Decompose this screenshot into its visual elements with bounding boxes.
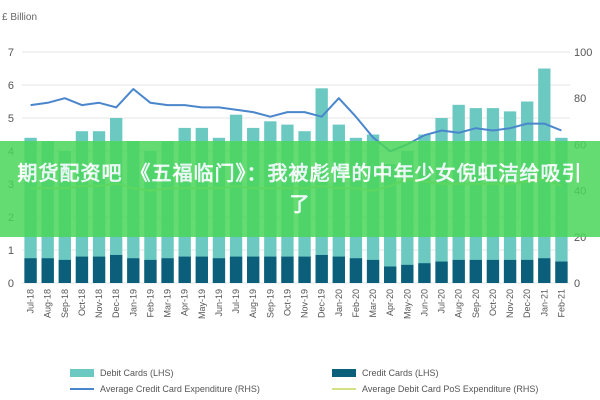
x-tick-label: Nov-18 [94, 289, 104, 318]
bar-credit-cards [521, 259, 534, 283]
legend-label-avg-credit-expenditure: Average Credit Card Expenditure (RHS) [100, 384, 260, 394]
x-tick-label: Sep-18 [60, 289, 70, 318]
legend-item-avg-debit-pos-expenditure: Average Debit Card PoS Expenditure (RHS) [332, 384, 538, 394]
x-tick-label: Feb-19 [145, 289, 155, 318]
x-tick-label: Jul-20 [437, 289, 447, 314]
bar-credit-cards [469, 259, 482, 283]
bar-credit-cards [452, 259, 465, 283]
bar-credit-cards [366, 259, 380, 283]
bar-credit-cards [195, 256, 208, 283]
x-tick-label: Aug-19 [248, 289, 258, 318]
x-tick-label: Mar-19 [163, 289, 173, 318]
x-tick-label: Jan-21 [539, 289, 549, 317]
bar-credit-cards [384, 266, 397, 283]
x-tick-label: Nov-20 [505, 289, 515, 318]
bar-credit-cards [503, 259, 517, 283]
line-avg-credit-expenditure [30, 88, 562, 153]
legend-item-debit-cards: Debit Cards (LHS) [70, 368, 174, 378]
x-tick-label: Jan-20 [334, 289, 344, 317]
bar-credit-cards [555, 261, 568, 283]
bar-credit-cards [161, 258, 174, 283]
overlay-banner-text: 期货配资吧 《五福临门》：我被彪悍的中年少女倪虹洁给吸引了 [17, 161, 583, 216]
bar-credit-cards [110, 254, 123, 283]
legend-swatch-avg-debit-pos-expenditure [332, 388, 356, 390]
bar-credit-cards [418, 263, 431, 283]
x-tick-label: Nov-19 [300, 289, 310, 318]
bar-credit-cards [538, 258, 551, 283]
legend-label-debit-cards: Debit Cards (LHS) [100, 368, 174, 378]
legend-swatch-debit-cards [70, 369, 94, 377]
x-tick-label: Sep-19 [265, 289, 275, 318]
x-tick-label: Jul-19 [231, 289, 241, 314]
bar-credit-cards [247, 256, 260, 283]
x-tick-label: Jan-19 [128, 289, 138, 317]
x-tick-label: Mar-20 [368, 289, 378, 318]
bar-credit-cards [144, 259, 157, 283]
y-right-tick-label: 100 [574, 47, 592, 59]
bar-credit-cards [24, 258, 37, 283]
legend-item-credit-cards: Credit Cards (LHS) [332, 368, 439, 378]
bar-credit-cards [58, 259, 71, 283]
x-tick-label: Sep-20 [471, 289, 481, 318]
x-tick-label: Dec-19 [317, 289, 327, 318]
x-tick-label: Aug-20 [454, 289, 464, 318]
x-tick-label: Dec-18 [111, 289, 121, 318]
y-left-tick-label: 5 [8, 113, 14, 125]
y-right-tick-label: 0 [574, 278, 580, 290]
x-tick-label: Jun-20 [419, 289, 429, 317]
bar-credit-cards [178, 256, 191, 283]
bar-credit-cards [281, 256, 294, 283]
x-tick-label: Aug-18 [43, 289, 53, 318]
bar-credit-cards [92, 256, 106, 283]
y-left-tick-label: 0 [8, 278, 14, 290]
bar-credit-cards [349, 258, 363, 283]
legend-label-credit-cards: Credit Cards (LHS) [362, 368, 439, 378]
legend: Debit Cards (LHS) Credit Cards (LHS) Ave… [0, 364, 600, 400]
bar-credit-cards [298, 256, 311, 283]
x-tick-label: Apr-20 [385, 289, 395, 316]
bar-credit-cards [264, 256, 277, 283]
overlay-banner: 期货配资吧 《五福临门》：我被彪悍的中年少女倪虹洁给吸引了 [0, 141, 600, 237]
y-left-tick-label: 6 [8, 80, 14, 92]
x-tick-label: Oct-18 [77, 289, 87, 316]
legend-label-avg-debit-pos-expenditure: Average Debit Card PoS Expenditure (RHS) [362, 384, 539, 394]
bar-credit-cards [229, 256, 243, 283]
x-tick-label: Feb-21 [556, 289, 566, 318]
x-tick-label: Jul-18 [26, 289, 36, 314]
bar-credit-cards [435, 261, 448, 283]
legend-swatch-avg-credit-expenditure [70, 388, 94, 390]
x-tick-label: Feb-20 [351, 289, 361, 318]
y-right-tick-label: 80 [574, 93, 586, 105]
x-tick-label: Apr-19 [180, 289, 190, 316]
x-tick-label: May-19 [197, 289, 207, 319]
left-axis-unit-label: £ Billion [2, 12, 37, 23]
legend-item-avg-credit-expenditure: Average Credit Card Expenditure (RHS) [70, 384, 260, 394]
bar-credit-cards [212, 258, 226, 283]
bar-credit-cards [315, 254, 328, 283]
bar-credit-cards [486, 259, 500, 283]
y-left-tick-label: 1 [8, 245, 14, 257]
y-left-tick-label: 7 [8, 47, 14, 59]
x-tick-label: Dec-20 [522, 289, 532, 318]
x-tick-label: May-20 [402, 289, 412, 319]
bar-credit-cards [127, 258, 140, 283]
bar-credit-cards [75, 256, 89, 283]
bar-credit-cards [401, 264, 414, 283]
x-tick-label: Jun-19 [214, 289, 224, 317]
x-tick-label: Oct-19 [282, 289, 292, 316]
bar-credit-cards [41, 258, 54, 283]
x-tick-label: Oct-20 [488, 289, 498, 316]
bar-credit-cards [332, 256, 345, 283]
legend-swatch-credit-cards [332, 369, 356, 377]
x-axis-ticks: Jul-18 Aug-18 Sep-18 Oct-18 Nov-18 Dec-18 Jan-… [26, 289, 567, 319]
